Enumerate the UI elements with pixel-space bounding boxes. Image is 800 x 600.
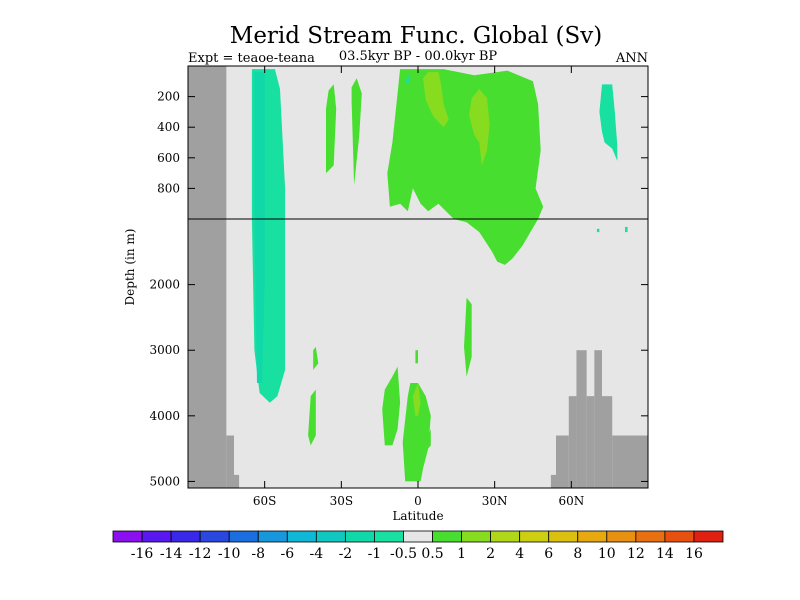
colorbar-label: -1 [368, 546, 382, 562]
colorbar-swatch [461, 530, 492, 543]
bathymetry-block-5 [568, 396, 577, 488]
colorbar-swatch [693, 530, 724, 543]
colorbar-label: 0.5 [421, 546, 443, 562]
bathymetry-block-6 [576, 350, 587, 488]
colorbar-swatch [490, 530, 521, 543]
contour-region-2 [326, 84, 337, 174]
colorbar-label: 16 [685, 546, 703, 562]
contour-region-18 [625, 226, 628, 233]
colorbar-label: 8 [573, 546, 582, 562]
colorbar: -16 -14 -12 -10 -8 -6 -4 -2 -1 -0.5 0.5 1 2 4 6 8 10 12 14… [112, 530, 724, 562]
colorbar-swatch [199, 530, 230, 543]
contour-fills [188, 66, 648, 488]
colorbar-label: -2 [339, 546, 353, 562]
chart-subtitle-left: Expt = teaoe-teana [188, 51, 315, 66]
contour-region-3 [351, 78, 362, 186]
colorbar-swatch [432, 530, 462, 543]
colorbar-swatch [286, 530, 317, 543]
y-tick-label: 600 [157, 151, 180, 165]
colorbar-label: 1 [457, 546, 466, 562]
contour-region-4 [387, 69, 544, 265]
x-axis-label: Latitude [392, 509, 443, 523]
bathymetry-block-2 [234, 474, 240, 488]
colorbar-swatch [374, 530, 404, 543]
bathymetry-block-0 [188, 66, 227, 488]
contour-region-8 [405, 75, 411, 85]
colorbar-label: 2 [486, 546, 495, 562]
y-tick-label: 400 [157, 120, 180, 134]
x-tick-label: 30N [482, 494, 508, 508]
bathymetry-block-9 [602, 396, 613, 488]
colorbar-label: -10 [218, 546, 241, 562]
colorbar-label: 4 [515, 546, 524, 562]
contour-region-5 [423, 72, 449, 128]
colorbar-label: -6 [280, 546, 294, 562]
axes: 60S 30S 0 30N 60N 200 400 600 800 2000 3000 4000 500… [149, 65, 649, 508]
contour-region-7 [599, 84, 618, 161]
colorbar-label: -0.5 [390, 546, 417, 562]
colorbar-label: -4 [309, 546, 323, 562]
chart-subtitle-right: ANN [615, 51, 648, 66]
x-tick-label: 0 [414, 494, 422, 508]
y-tick-label: 2000 [149, 278, 180, 292]
contour-region-1 [254, 72, 265, 383]
colorbar-swatch [606, 530, 637, 543]
contour-region-12 [402, 383, 431, 482]
contour-region-17 [596, 228, 600, 233]
y-tick-label: 4000 [149, 409, 180, 423]
colorbar-swatch [548, 530, 579, 543]
bathymetry-block-1 [226, 435, 234, 488]
colorbar-label: -16 [131, 546, 154, 562]
colorbar-swatch [519, 530, 550, 543]
contour-region-6 [469, 89, 490, 166]
contour-region-14 [464, 297, 472, 377]
chart-subtitle-center: 03.5kyr BP - 00.0kyr BP [339, 49, 498, 64]
colorbar-swatch [635, 530, 666, 543]
plot-area [188, 66, 648, 488]
bathymetry-block-8 [594, 350, 602, 488]
bathymetry-block-4 [556, 435, 569, 488]
colorbar-swatch [257, 530, 288, 543]
contour-region-9 [308, 389, 316, 446]
colorbar-label: -14 [160, 546, 183, 562]
colorbar-swatch [403, 530, 433, 543]
colorbar-swatch [228, 530, 259, 543]
colorbar-swatch [664, 530, 695, 543]
colorbar-label: -8 [251, 546, 265, 562]
colorbar-label: 12 [627, 546, 645, 562]
contour-region-15 [415, 350, 418, 364]
y-tick-label: 5000 [149, 474, 180, 488]
colorbar-swatch [141, 530, 172, 543]
colorbar-swatch [344, 530, 375, 543]
bathymetry-block-3 [550, 474, 556, 488]
x-tick-label: 60S [253, 494, 277, 508]
colorbar-swatch [577, 530, 608, 543]
colorbar-label: 14 [656, 546, 674, 562]
y-tick-label: 200 [157, 90, 180, 104]
y-tick-label: 3000 [149, 343, 180, 357]
y-axis-label: Depth (in m) [123, 229, 137, 306]
colorbar-label: -12 [189, 546, 212, 562]
contour-region-13 [412, 383, 421, 416]
y-tick-label: 800 [157, 181, 180, 195]
contour-region-16 [428, 429, 431, 449]
x-tick-label: 60N [558, 494, 584, 508]
colorbar-label: 6 [544, 546, 553, 562]
contour-region-10 [313, 346, 319, 370]
colorbar-label: 10 [598, 546, 616, 562]
bathymetry-block-7 [586, 396, 595, 488]
colorbar-swatch [170, 530, 201, 543]
contour-region-11 [382, 366, 401, 446]
x-tick-label: 30S [330, 494, 354, 508]
colorbar-swatch [112, 530, 143, 543]
bathymetry-block-10 [612, 435, 648, 488]
colorbar-swatch [315, 530, 346, 543]
chart-title: Merid Stream Func. Global (Sv) [230, 23, 602, 49]
